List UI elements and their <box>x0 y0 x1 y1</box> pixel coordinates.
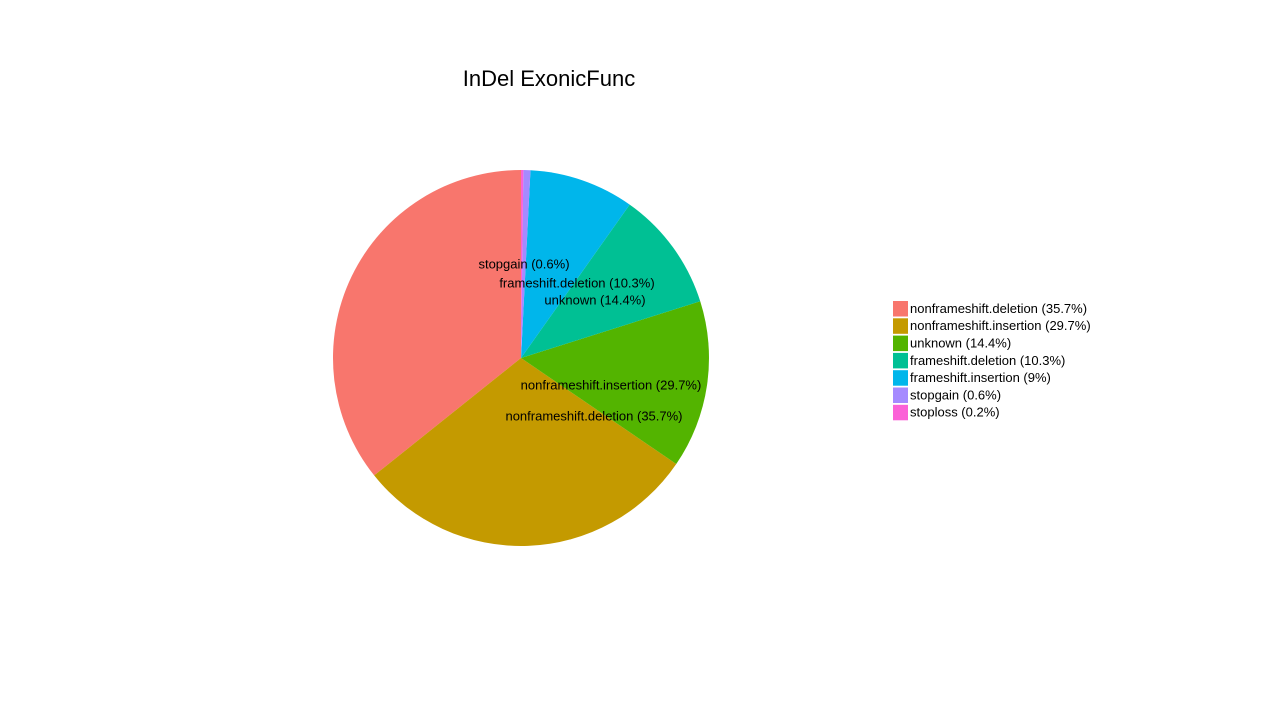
legend-key-5 <box>893 388 908 404</box>
slice-label-5: stopgain (0.6%) <box>478 256 569 271</box>
legend-key-4 <box>893 370 908 386</box>
legend-label-0: nonframeshift.deletion (35.7%) <box>910 301 1087 316</box>
legend-key-1 <box>893 318 908 334</box>
legend-label-2: unknown (14.4%) <box>910 336 1011 351</box>
slice-label-0: nonframeshift.deletion (35.7%) <box>505 408 682 423</box>
legend-label-6: stoploss (0.2%) <box>910 405 1000 420</box>
legend-label-5: stopgain (0.6%) <box>910 387 1001 402</box>
legend-key-6 <box>893 405 908 421</box>
legend-label-4: frameshift.insertion (9%) <box>910 370 1051 385</box>
slice-label-2: unknown (14.4%) <box>544 292 645 307</box>
pie-slices <box>333 170 709 546</box>
legend-key-2 <box>893 336 908 352</box>
chart-title: InDel ExonicFunc <box>463 66 635 91</box>
legend-label-1: nonframeshift.insertion (29.7%) <box>910 318 1091 333</box>
slice-label-1: nonframeshift.insertion (29.7%) <box>521 377 702 392</box>
legend-key-0 <box>893 301 908 317</box>
slice-label-3: frameshift.deletion (10.3%) <box>499 275 654 290</box>
legend-key-3 <box>893 353 908 369</box>
legend-label-3: frameshift.deletion (10.3%) <box>910 353 1065 368</box>
legend: nonframeshift.deletion (35.7%) nonframesh… <box>893 301 1091 420</box>
